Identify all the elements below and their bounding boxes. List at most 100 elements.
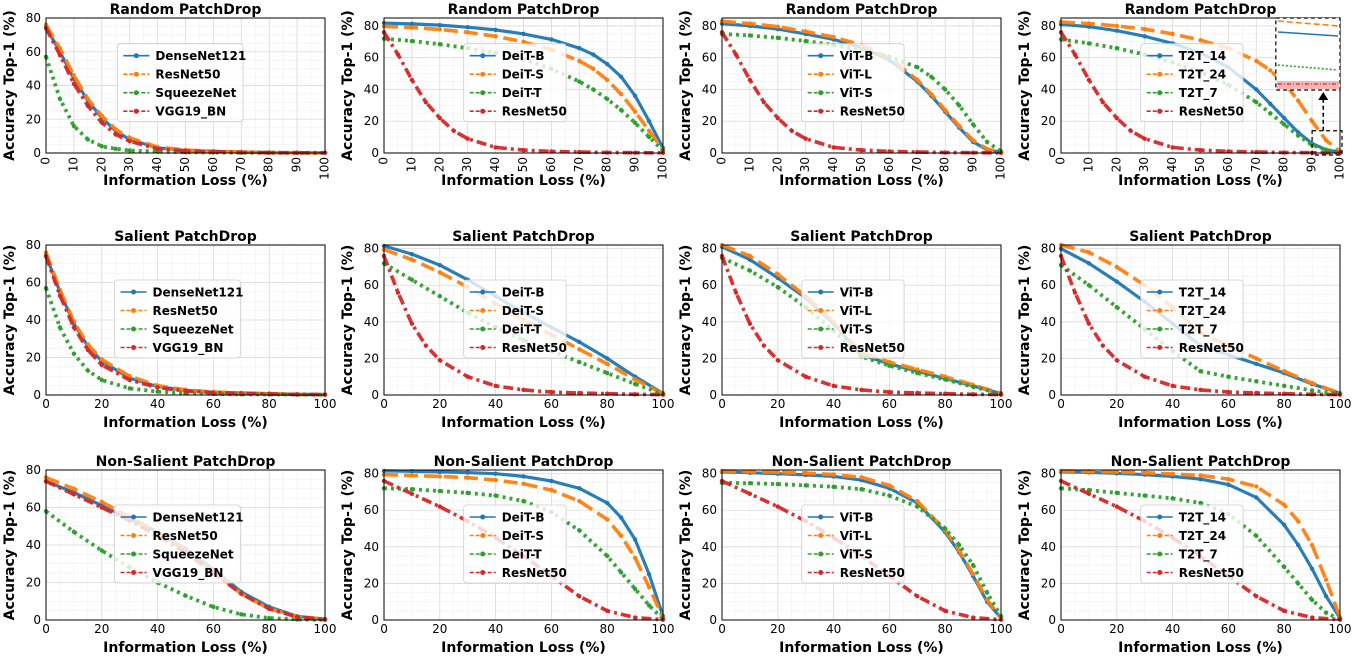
legend-box <box>1140 504 1244 584</box>
x-tick-label: 50 <box>178 157 192 172</box>
data-point <box>1282 502 1287 507</box>
data-point <box>99 377 104 383</box>
x-tick-label: 60 <box>1221 157 1235 172</box>
plot-frame <box>1060 244 1341 396</box>
x-tick-label: 30 <box>1137 157 1151 172</box>
data-point <box>1295 133 1301 138</box>
data-point <box>127 148 132 153</box>
data-point <box>127 377 132 383</box>
y-tick-label: 80 <box>26 463 41 477</box>
x-tick-label: 40 <box>488 397 503 411</box>
legend-box <box>1140 43 1244 123</box>
x-tick-label: 40 <box>826 157 840 172</box>
x-tick-label: 20 <box>1109 157 1123 172</box>
series-line-ResNet50 <box>383 479 664 622</box>
data-point <box>465 374 470 379</box>
plot-frame <box>383 469 664 621</box>
data-point <box>465 475 470 480</box>
data-point <box>1100 99 1106 105</box>
legend-label: VGG19_BN <box>153 341 224 356</box>
x-tick-label: 40 <box>1165 157 1179 172</box>
data-point <box>646 128 652 133</box>
y-tick-label: 60 <box>702 51 717 65</box>
y-tick-label: 40 <box>1041 540 1056 554</box>
data-point <box>970 615 976 620</box>
x-tick-label: 60 <box>1221 397 1236 411</box>
y-tick-label: 20 <box>702 114 717 128</box>
plot-frame <box>383 244 664 396</box>
data-point <box>1309 380 1315 386</box>
y-tick-label: 20 <box>1041 114 1056 128</box>
x-tick-label: 70 <box>910 157 924 172</box>
zoom-inset <box>1275 17 1341 91</box>
data-point <box>99 113 104 119</box>
data-point <box>1114 279 1119 284</box>
data-point <box>1268 101 1273 106</box>
data-point <box>605 361 610 367</box>
legend-label: ViT-B <box>840 49 874 63</box>
legend-marker <box>480 289 486 295</box>
x-tick-label: 0 <box>1054 157 1068 165</box>
legend-label: T2T_14 <box>1179 286 1226 301</box>
data-point <box>1086 21 1092 26</box>
data-point <box>803 374 808 379</box>
plot-frame <box>721 469 1002 621</box>
x-tick-label: 40 <box>150 397 165 411</box>
legend-label: ViT-S <box>840 86 873 100</box>
y-tick-label: 40 <box>26 313 41 327</box>
data-point <box>1282 608 1287 614</box>
x-tick-label: 100 <box>652 397 675 411</box>
data-point <box>887 483 892 488</box>
data-point <box>395 52 401 57</box>
x-tick-label: 0 <box>380 397 388 411</box>
y-tick-label: 0 <box>709 388 717 402</box>
x-tick-label: 80 <box>262 397 277 411</box>
x-tick-label: 100 <box>652 622 675 636</box>
data-point <box>577 45 582 51</box>
x-tick-label: 80 <box>600 157 614 172</box>
x-axis-label: Information Loss (%) <box>441 640 606 656</box>
chart-title: Non-Salient PatchDrop <box>434 454 614 470</box>
x-tick-label: 0 <box>1057 622 1065 636</box>
x-tick-label: 100 <box>990 397 1013 411</box>
legend-label: T2T_24 <box>1179 68 1226 83</box>
data-point <box>1226 476 1231 482</box>
y-tick-label: 0 <box>709 613 717 627</box>
data-point <box>747 268 753 273</box>
data-point <box>239 150 244 155</box>
data-point <box>239 591 244 596</box>
data-point <box>831 145 836 150</box>
data-point <box>437 270 442 275</box>
x-tick-label: 70 <box>234 157 248 172</box>
legend-label: ResNet50 <box>153 304 218 318</box>
x-tick-label: 0 <box>380 622 388 636</box>
data-point <box>71 73 77 78</box>
data-point <box>577 359 582 365</box>
legend-box <box>801 504 905 584</box>
x-tick-label: 70 <box>572 157 586 172</box>
y-tick-label: 80 <box>1041 242 1056 256</box>
data-point <box>803 470 808 476</box>
data-point <box>1282 115 1287 121</box>
y-tick-label: 60 <box>364 503 379 517</box>
data-point <box>956 542 962 548</box>
data-point <box>451 128 456 133</box>
y-tick-label: 80 <box>364 242 379 256</box>
legend-marker <box>480 308 486 313</box>
legend-marker <box>818 289 824 295</box>
data-point <box>57 293 63 298</box>
x-tick-label: 90 <box>290 157 304 172</box>
data-point <box>71 123 77 129</box>
data-point <box>1254 495 1259 500</box>
y-tick-label: 80 <box>1041 467 1056 481</box>
y-tick-label: 0 <box>371 388 379 402</box>
data-point <box>1309 615 1315 620</box>
x-tick-label: 30 <box>122 157 136 172</box>
x-tick-label: 20 <box>770 157 784 172</box>
legend-marker <box>480 90 486 96</box>
data-point <box>970 392 976 397</box>
x-tick-label: 0 <box>42 397 50 411</box>
y-tick-label: 80 <box>364 19 379 33</box>
legend-box <box>114 279 241 359</box>
